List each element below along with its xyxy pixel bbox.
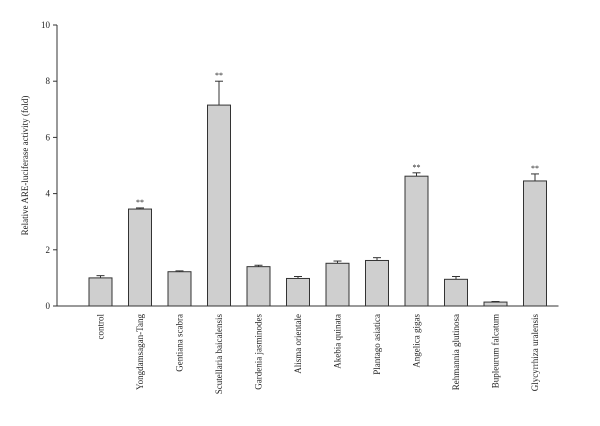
x-tick-label: Gentiana scabra: [175, 314, 185, 372]
bar: [325, 262, 350, 307]
x-tick-label: Angelica gigas: [412, 314, 422, 368]
significance-label: **: [413, 163, 421, 172]
x-tick-label: Yongdamsagan-Tang: [135, 314, 145, 390]
x-tick-label: Alisma orientale: [293, 314, 303, 374]
bar: [167, 271, 192, 307]
x-axis: control Yongdamsagan-Tang Gentiana scabra S…: [57, 305, 559, 395]
significance-label: **: [136, 198, 144, 207]
y-axis: 0 2 4 6 8 10: [41, 20, 58, 311]
y-axis-title: Relative ARE-luciferase activity (fold): [20, 96, 30, 236]
y-tick-label: 10: [41, 20, 51, 30]
y-tick-label: 2: [46, 245, 51, 255]
y-tick-label: 4: [46, 189, 51, 199]
x-tick-label: Scutellaria baicalensis: [214, 314, 224, 395]
x-tick-label: Plantago asiatica: [372, 314, 382, 375]
bar: [365, 259, 389, 307]
significance-label: **: [215, 71, 223, 80]
x-tick-label: Bupleurum falcatum: [491, 314, 501, 388]
x-tick-label: Gardenia jasminodes: [254, 314, 264, 390]
x-tick-label: Akebia quinata: [333, 314, 343, 369]
bar: [88, 277, 113, 307]
error-bars: [96, 80, 539, 303]
bar: [207, 104, 231, 307]
x-tick-label: Rehmannia glutinosa: [451, 314, 461, 390]
bar: [128, 208, 152, 307]
significance-marks: ** ** ** **: [136, 71, 539, 207]
x-tick-label: Glycyrrhiza uralensis: [530, 314, 540, 392]
bar: [483, 301, 508, 307]
significance-label: **: [531, 164, 539, 173]
bar: [286, 277, 310, 307]
y-tick-label: 0: [46, 301, 51, 311]
bar: [246, 266, 271, 307]
bar: [523, 180, 547, 307]
bars: [88, 104, 547, 307]
y-tick-label: 6: [46, 132, 51, 142]
bar: [444, 278, 468, 307]
bar: [404, 175, 429, 307]
x-tick-label: control: [96, 314, 106, 340]
y-tick-label: 8: [46, 76, 51, 86]
